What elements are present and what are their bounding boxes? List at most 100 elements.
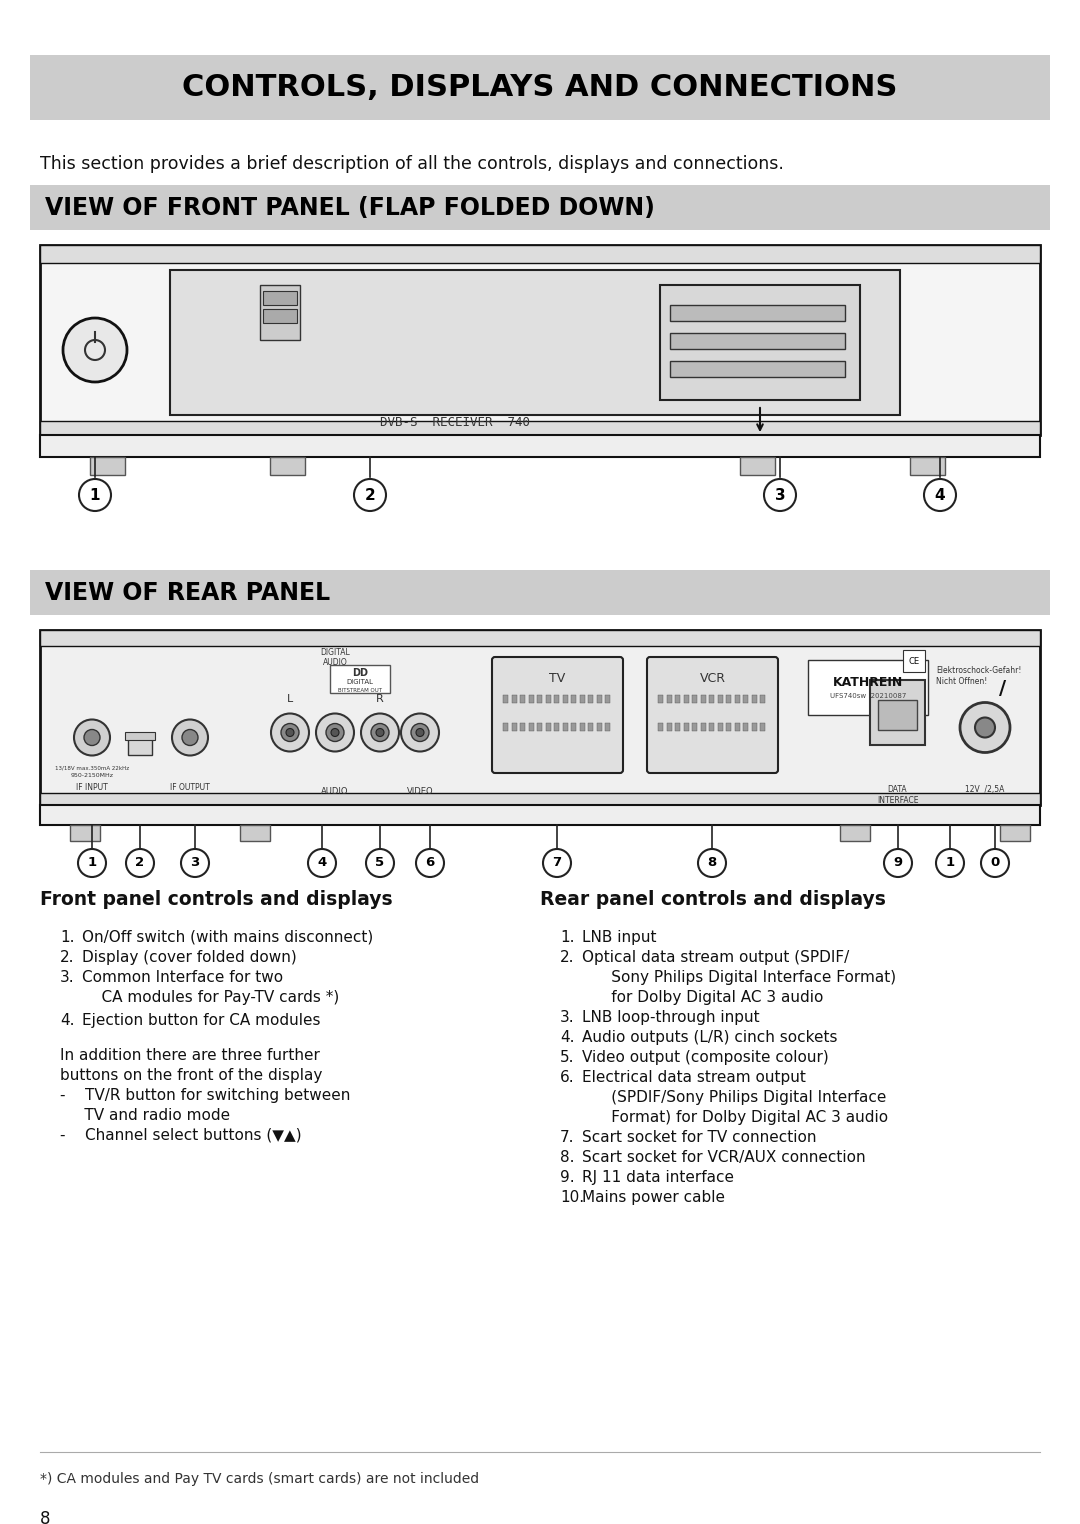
Bar (675, 722, 680, 732)
Text: 7: 7 (553, 856, 562, 870)
Bar (670, 305, 845, 322)
Text: 1: 1 (87, 856, 96, 870)
Text: Display (cover folded down): Display (cover folded down) (82, 949, 297, 965)
Circle shape (330, 728, 339, 736)
Bar (670, 334, 845, 349)
Text: (SPDIF/Sony Philips Digital Interface: (SPDIF/Sony Philips Digital Interface (582, 1090, 887, 1105)
Bar (605, 695, 610, 703)
Bar (40, 792, 1040, 805)
Circle shape (361, 713, 399, 751)
Text: 13/18V max.350mA 22kHz: 13/18V max.350mA 22kHz (55, 765, 130, 770)
Circle shape (416, 728, 424, 736)
Text: 4.: 4. (561, 1030, 575, 1045)
Circle shape (286, 728, 294, 736)
Bar (240, 824, 270, 841)
Text: Common Interface for two: Common Interface for two (82, 969, 283, 985)
Bar (666, 695, 672, 703)
Text: Audio outputs (L/R) cinch sockets: Audio outputs (L/R) cinch sockets (582, 1030, 837, 1045)
Circle shape (764, 479, 796, 511)
Circle shape (401, 713, 438, 751)
Text: Elektroschock-Gefahr!
Nicht Offnen!: Elektroschock-Gefahr! Nicht Offnen! (936, 666, 1022, 686)
Circle shape (924, 479, 956, 511)
Text: In addition there are three further: In addition there are three further (60, 1049, 320, 1064)
Text: 2.: 2. (60, 949, 75, 965)
Bar (563, 695, 567, 703)
Bar (596, 722, 602, 732)
Text: buttons on the front of the display: buttons on the front of the display (60, 1068, 322, 1084)
Text: 3: 3 (774, 488, 785, 503)
Text: 4: 4 (934, 488, 945, 503)
Text: 950-2150MHz: 950-2150MHz (70, 773, 113, 777)
Text: 8: 8 (707, 856, 717, 870)
Bar (670, 361, 845, 376)
Bar (726, 695, 731, 703)
Text: VIDEO: VIDEO (407, 786, 433, 796)
Bar (660, 285, 860, 399)
Text: Rear panel controls and displays: Rear panel controls and displays (540, 890, 886, 908)
Bar (571, 695, 576, 703)
Circle shape (411, 724, 429, 742)
Text: R: R (376, 695, 383, 704)
Text: /: / (999, 678, 1007, 698)
Bar (40, 245, 1040, 434)
Text: -    TV/R button for switching between: - TV/R button for switching between (60, 1088, 350, 1103)
Bar (270, 457, 305, 475)
Circle shape (63, 319, 127, 383)
Text: CE: CE (908, 657, 919, 666)
Text: *) CA modules and Pay TV cards (smart cards) are not included: *) CA modules and Pay TV cards (smart ca… (40, 1472, 480, 1486)
Bar (1000, 824, 1030, 841)
Circle shape (885, 849, 912, 876)
Bar (330, 664, 390, 692)
FancyBboxPatch shape (647, 657, 778, 773)
Bar (260, 285, 300, 340)
Text: IF INPUT: IF INPUT (76, 783, 108, 792)
Text: 4.: 4. (60, 1013, 75, 1029)
Circle shape (172, 719, 208, 756)
Bar (684, 695, 689, 703)
Text: Video output (composite colour): Video output (composite colour) (582, 1050, 828, 1065)
Bar (545, 695, 551, 703)
Text: 3: 3 (190, 856, 200, 870)
Text: DIGITAL: DIGITAL (347, 680, 374, 686)
Bar (537, 722, 542, 732)
Bar (760, 695, 765, 703)
Bar (692, 695, 697, 703)
Text: Format) for Dolby Digital AC 3 audio: Format) for Dolby Digital AC 3 audio (582, 1109, 888, 1125)
Bar (40, 629, 1040, 805)
Text: VIEW OF FRONT PANEL (FLAP FOLDED DOWN): VIEW OF FRONT PANEL (FLAP FOLDED DOWN) (45, 195, 654, 219)
Circle shape (960, 703, 1010, 753)
Text: LNB loop-through input: LNB loop-through input (582, 1010, 759, 1026)
Text: 2: 2 (365, 488, 376, 503)
Text: 7.: 7. (561, 1129, 575, 1145)
Bar (717, 695, 723, 703)
Bar (596, 695, 602, 703)
Bar (40, 245, 1040, 264)
Bar (264, 291, 297, 305)
Circle shape (308, 849, 336, 876)
Text: DATA
INTERFACE: DATA INTERFACE (877, 785, 918, 805)
Text: AUDIO: AUDIO (321, 786, 349, 796)
Text: 1.: 1. (561, 930, 575, 945)
Text: 4: 4 (318, 856, 326, 870)
Bar (40, 421, 1040, 434)
Bar (129, 735, 152, 754)
Bar (870, 680, 924, 745)
Bar (734, 722, 740, 732)
Bar (878, 700, 917, 730)
Bar (264, 309, 297, 323)
Text: L: L (287, 695, 293, 704)
Text: UFS740sw  20210087: UFS740sw 20210087 (829, 693, 906, 700)
Text: LNB input: LNB input (582, 930, 657, 945)
Bar (512, 722, 516, 732)
Bar (675, 695, 680, 703)
Bar (528, 722, 534, 732)
Text: 3.: 3. (561, 1010, 575, 1026)
Circle shape (316, 713, 354, 751)
Text: This section provides a brief description of all the controls, displays and conn: This section provides a brief descriptio… (40, 155, 784, 174)
Text: 9: 9 (893, 856, 903, 870)
Bar (701, 722, 705, 732)
Bar (30, 184, 1050, 230)
Text: TV: TV (550, 672, 566, 684)
Bar (503, 722, 508, 732)
Circle shape (366, 849, 394, 876)
